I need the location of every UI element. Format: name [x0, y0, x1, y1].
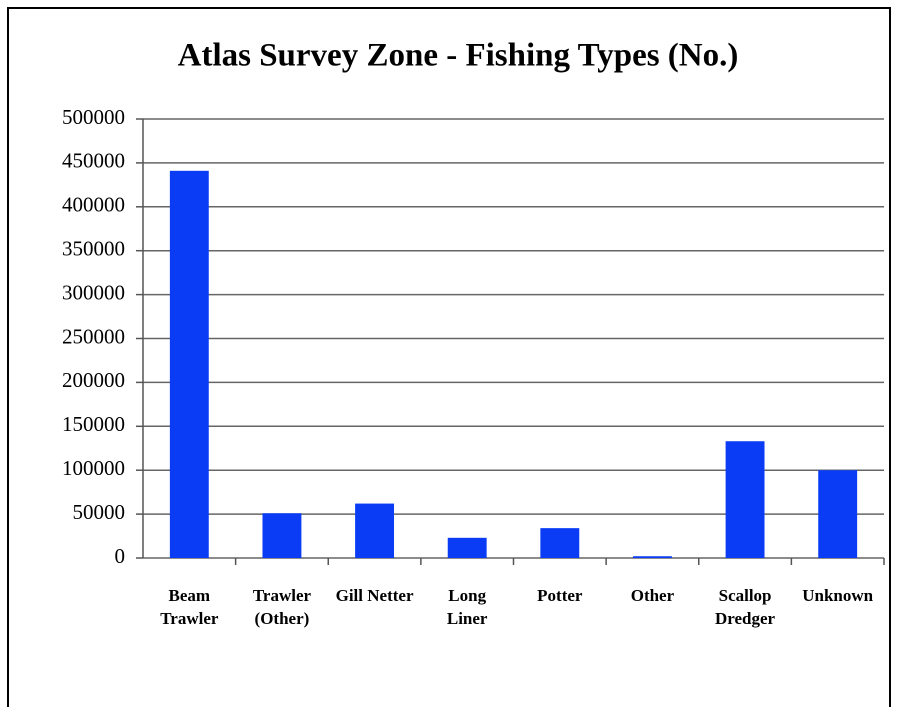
y-tick-label: 0: [115, 544, 126, 568]
x-tick-label: Unknown: [802, 586, 874, 605]
y-tick-label: 400000: [62, 193, 125, 217]
bar: [169, 170, 209, 558]
x-tick-label: Long Liner: [446, 586, 488, 628]
y-tick-label: 100000: [62, 456, 125, 480]
y-tick-label: 150000: [62, 412, 125, 436]
y-tick-label: 300000: [62, 280, 125, 304]
bar: [540, 528, 580, 558]
y-tick-label: 200000: [62, 368, 125, 392]
chart-title: Atlas Survey Zone - Fishing Types (No.): [178, 38, 739, 74]
y-tick-label: 350000: [62, 237, 125, 261]
bar: [447, 537, 487, 558]
y-tick-label: 500000: [62, 105, 125, 129]
x-tick-label: Beam Trawler: [160, 586, 219, 628]
x-tick-label: Potter: [537, 586, 583, 605]
bar: [725, 441, 765, 558]
frame: [7, 7, 891, 707]
x-tick-label: Gill Netter: [335, 586, 414, 605]
bar: [818, 470, 858, 558]
bar: [262, 513, 302, 558]
x-tick-label: Scallop Dredger: [715, 586, 776, 628]
bar: [632, 556, 672, 558]
y-tick-label: 250000: [62, 324, 125, 348]
bar: [355, 503, 395, 558]
y-tick-label: 50000: [73, 500, 126, 524]
y-tick-label: 450000: [62, 149, 125, 173]
x-tick-label: Other: [630, 586, 675, 605]
x-tick-label: Trawler (Other): [252, 586, 312, 628]
